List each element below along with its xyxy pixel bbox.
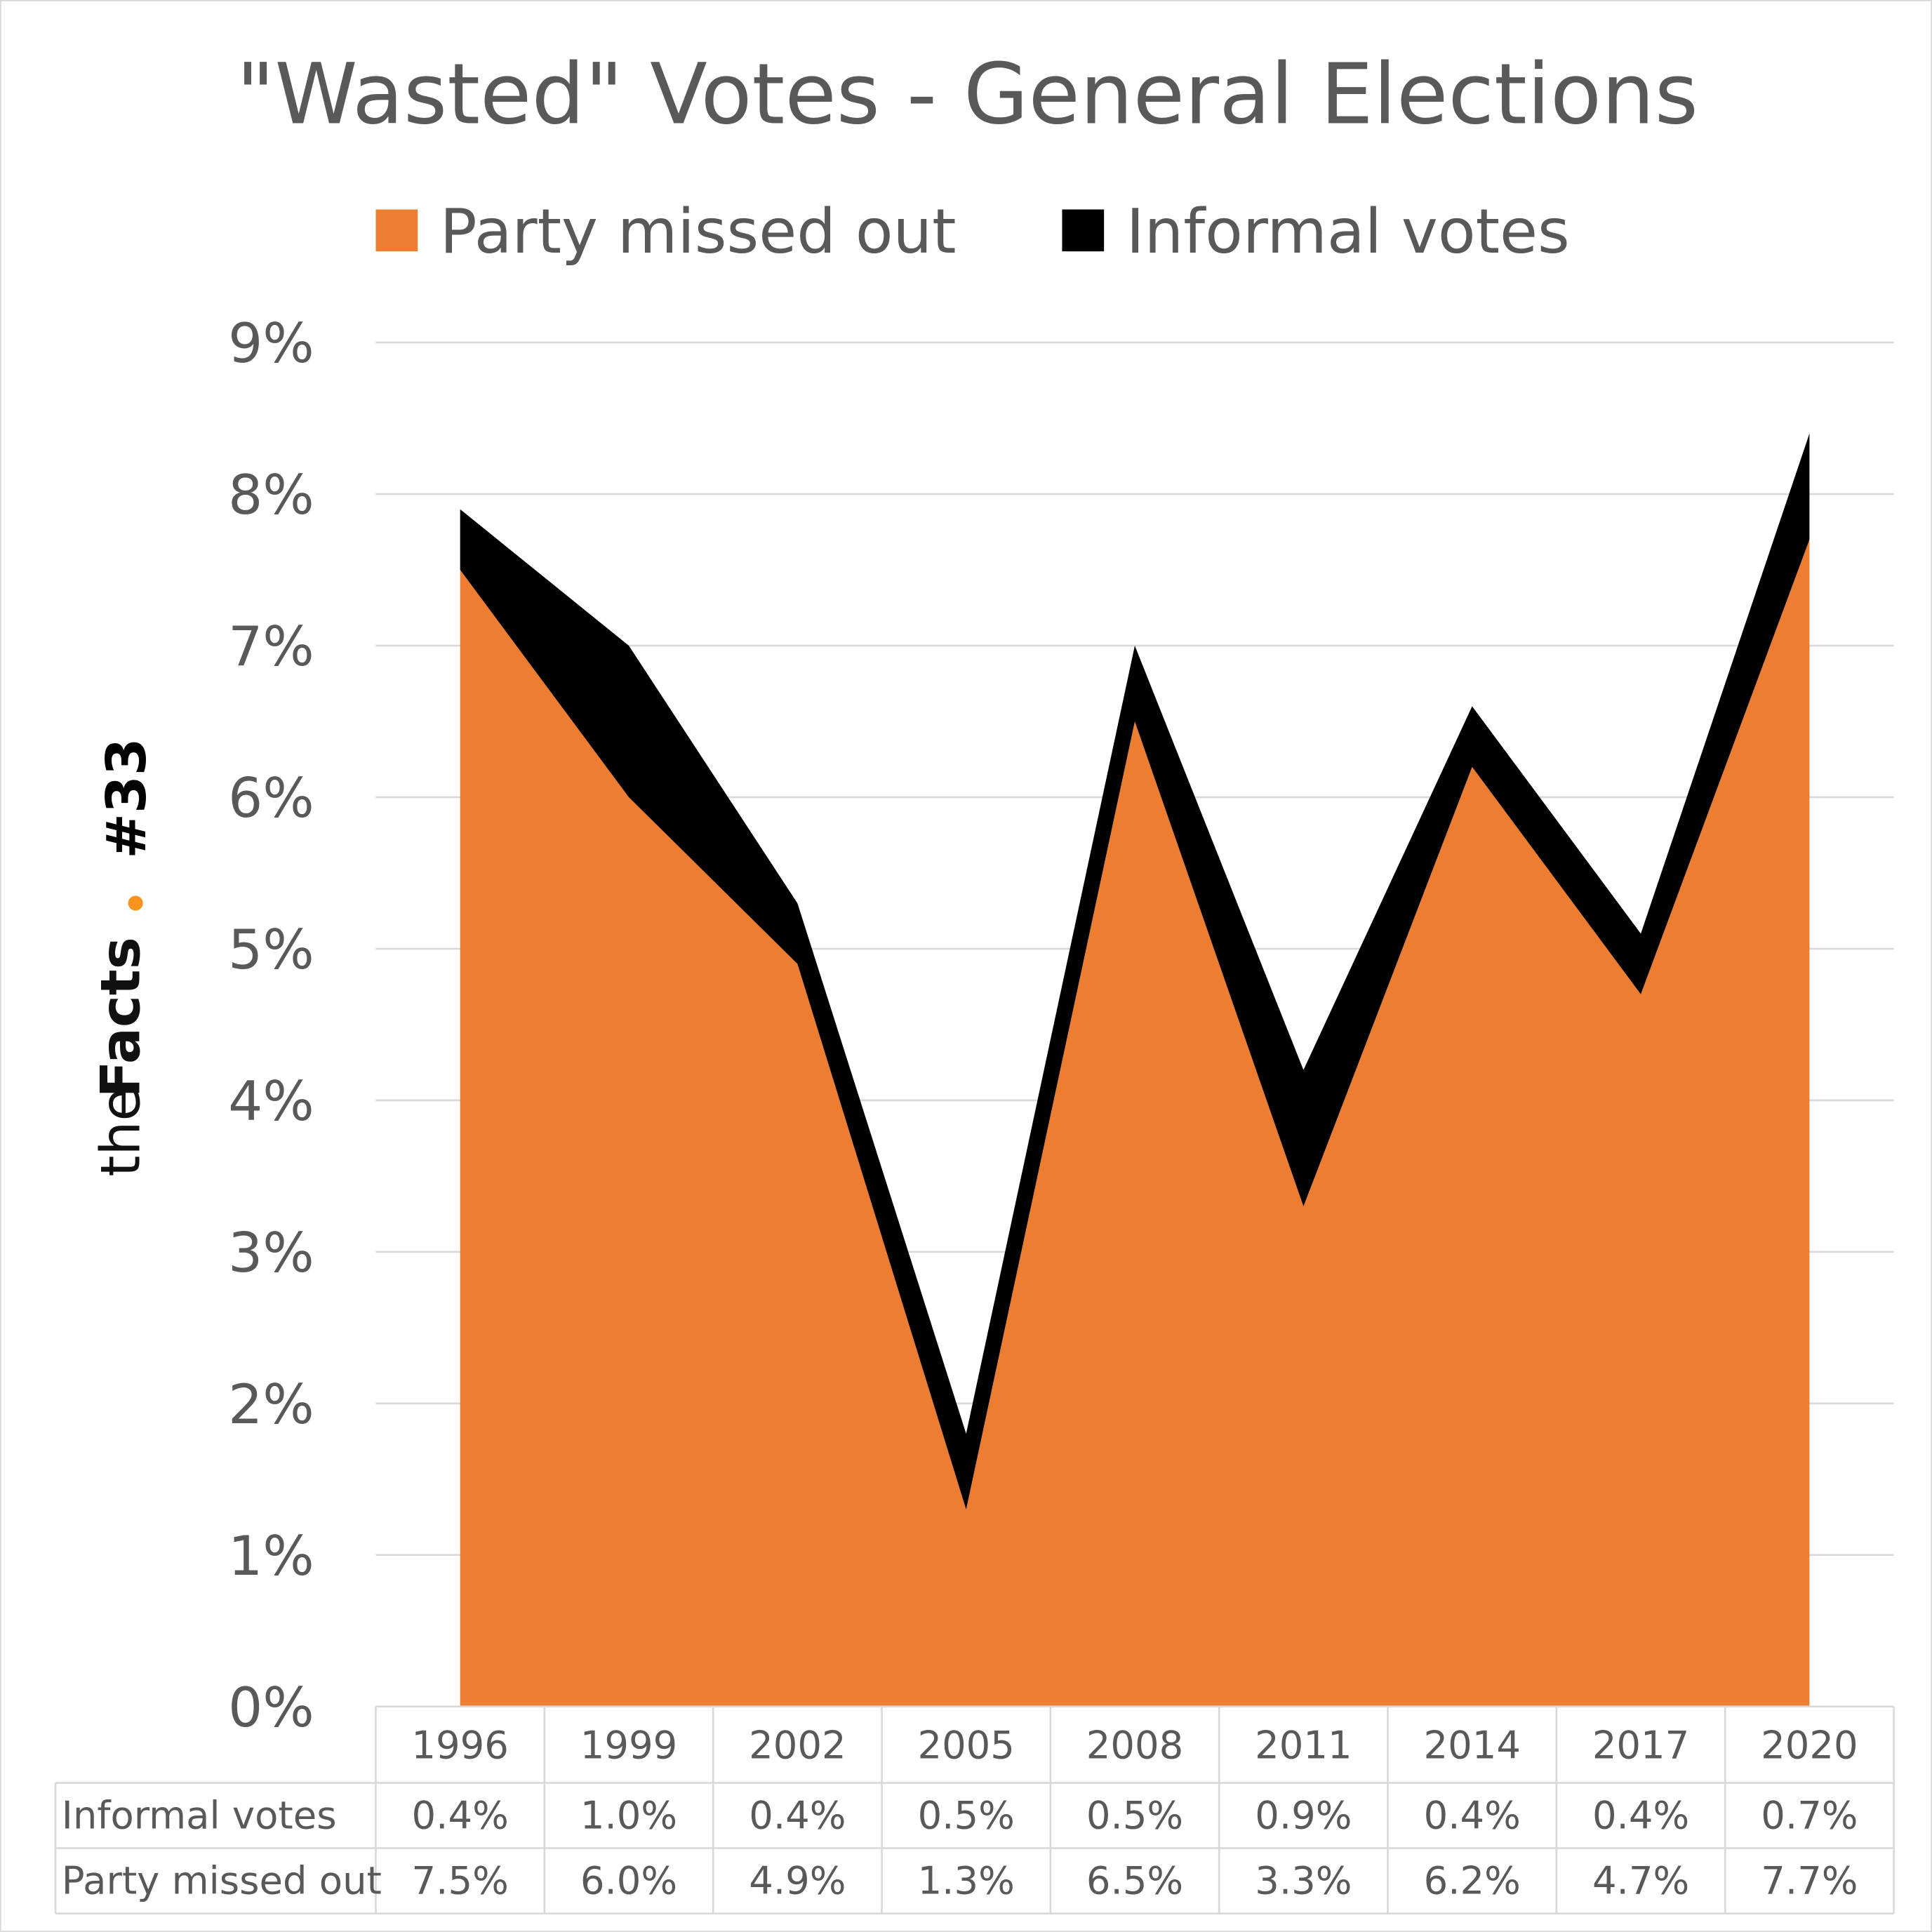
- data-label-party: 7.7%: [1761, 1858, 1858, 1903]
- legend-label-party: Party missed out: [440, 196, 957, 267]
- y-tick-label: 9%: [228, 312, 314, 375]
- y-tick-label: 2%: [228, 1373, 314, 1437]
- y-tick-label: 7%: [228, 615, 314, 679]
- data-label-informal: 0.7%: [1761, 1793, 1858, 1838]
- area-informal-votes: [460, 433, 1810, 1510]
- logo-the: the: [89, 1088, 152, 1177]
- data-label-party: 1.3%: [918, 1858, 1015, 1903]
- data-label-party: 6.5%: [1086, 1858, 1183, 1903]
- data-label-informal: 1.0%: [580, 1793, 677, 1838]
- data-label-informal: 0.9%: [1255, 1793, 1352, 1838]
- legend: Party missed out Informal votes: [375, 196, 1570, 267]
- logo-dot: [128, 895, 143, 911]
- legend-label-informal: Informal votes: [1126, 196, 1570, 267]
- y-tick-label: 4%: [228, 1070, 314, 1133]
- legend-swatch-informal: [1062, 209, 1105, 252]
- x-tick-label: 1996: [411, 1722, 508, 1767]
- y-tick-label: 8%: [228, 464, 314, 527]
- table-row-label: Informal votes: [62, 1793, 337, 1838]
- y-tick-label: 3%: [228, 1222, 314, 1285]
- x-tick-label: 2014: [1423, 1722, 1520, 1767]
- data-label-party: 6.2%: [1424, 1858, 1521, 1903]
- data-label-party: 4.7%: [1592, 1858, 1689, 1903]
- table-row-label: Party missed out: [62, 1858, 382, 1903]
- y-tick-label: 6%: [228, 767, 314, 830]
- data-label-party: 3.3%: [1255, 1858, 1352, 1903]
- y-tick-label: 5%: [228, 919, 314, 982]
- data-label-party: 6.0%: [580, 1858, 677, 1903]
- x-tick-label: 2008: [1086, 1722, 1183, 1767]
- data-label-informal: 0.5%: [1086, 1793, 1183, 1838]
- x-tick-label: 2005: [917, 1722, 1014, 1767]
- y-tick-label: 1%: [228, 1525, 314, 1588]
- data-label-party: 7.5%: [412, 1858, 509, 1903]
- chart-title: "Wasted" Votes - General Elections: [236, 46, 1698, 144]
- legend-swatch-party: [375, 209, 418, 252]
- data-label-informal: 0.4%: [1424, 1793, 1521, 1838]
- logo-issue: #33: [95, 738, 159, 859]
- data-label-party: 4.9%: [749, 1858, 846, 1903]
- logo: the Facts #33: [89, 738, 159, 1177]
- x-tick-label: 2002: [749, 1722, 846, 1767]
- data-label-informal: 0.5%: [918, 1793, 1015, 1838]
- x-tick-label: 2011: [1255, 1722, 1352, 1767]
- x-tick-label: 1999: [580, 1722, 677, 1767]
- data-label-informal: 0.4%: [412, 1793, 509, 1838]
- data-label-informal: 0.4%: [1592, 1793, 1689, 1838]
- x-tick-label: 2017: [1592, 1722, 1689, 1767]
- x-tick-label: 2020: [1761, 1722, 1858, 1767]
- logo-facts: Facts: [89, 937, 152, 1098]
- data-label-informal: 0.4%: [749, 1793, 846, 1838]
- y-tick-label: 0%: [228, 1677, 314, 1740]
- area-party-missed-out: [460, 539, 1810, 1707]
